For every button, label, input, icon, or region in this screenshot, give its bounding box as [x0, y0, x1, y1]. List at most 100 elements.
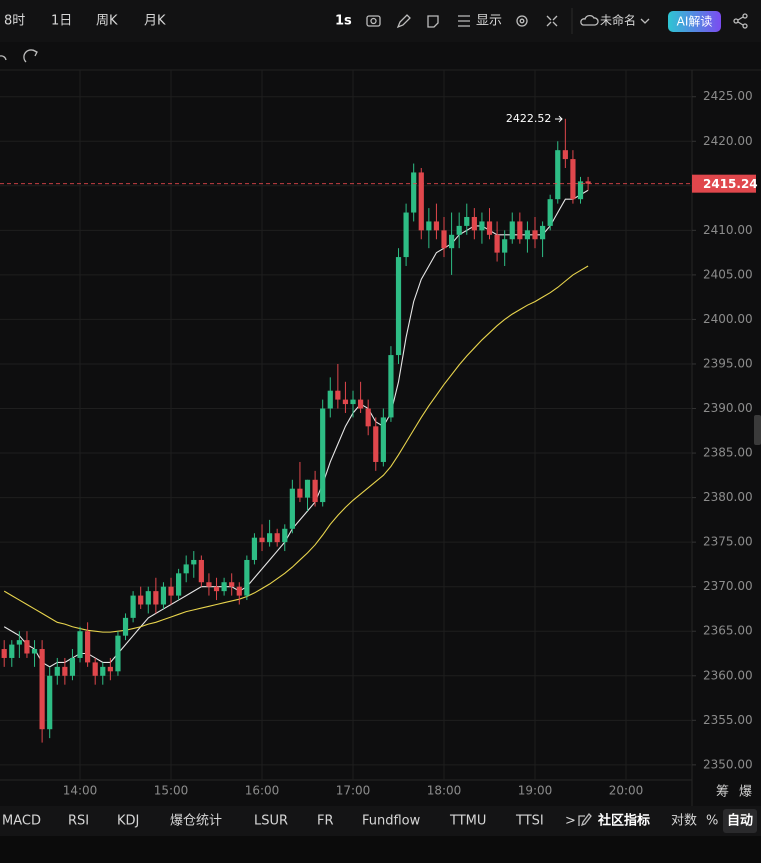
candle-body [122, 617, 129, 636]
candle-body [350, 399, 356, 405]
candle-body [342, 399, 349, 405]
candle-body [547, 199, 553, 226]
candle-body [312, 479, 318, 503]
indicator-button[interactable]: RSI [68, 814, 89, 829]
display-button[interactable]: 显示 [476, 14, 502, 29]
candle-body [145, 591, 151, 605]
candle-body [585, 181, 591, 184]
candle-body [577, 181, 584, 200]
y-tick-label: 2410.00 [703, 223, 753, 237]
shape-icon[interactable] [427, 15, 439, 28]
interval-button[interactable]: 8时 [4, 14, 25, 29]
x-tick-label: 19:00 [518, 784, 553, 798]
percent-toggle[interactable]: % [706, 814, 718, 829]
interval-button[interactable]: 1s [335, 14, 352, 29]
x-tick-label: 18:00 [427, 784, 462, 798]
y-tick-label: 2370.00 [703, 579, 753, 593]
candle-body [388, 355, 394, 418]
camera-icon[interactable] [366, 15, 381, 27]
candle-body [433, 221, 440, 231]
candle-body [191, 559, 197, 565]
candle-body [229, 582, 235, 587]
candle-body [138, 595, 144, 605]
candle-body [47, 675, 53, 730]
y-tick-label: 2425.00 [703, 89, 753, 103]
candle-body [54, 666, 60, 676]
candle-body [448, 234, 455, 249]
high-arrow [555, 115, 563, 123]
undo-icon[interactable] [0, 55, 7, 61]
y-tick-label: 2395.00 [703, 356, 753, 370]
interval-button[interactable]: 月K [144, 14, 166, 29]
candle-body [509, 221, 515, 240]
cloud-icon[interactable] [580, 14, 599, 26]
last-price-label: 2415.24 [703, 177, 758, 191]
y-tick-label: 2350.00 [703, 757, 753, 771]
candle-body [24, 640, 30, 654]
candle-body [380, 417, 386, 462]
high-label: 2422.52 [506, 112, 552, 125]
candle-body [282, 528, 288, 543]
candle-body [168, 586, 174, 596]
candle-body [479, 221, 485, 231]
candle-body [358, 399, 364, 409]
interval-button[interactable]: 周K [96, 14, 118, 29]
interval-button[interactable]: 1日 [51, 14, 72, 29]
candle-body [373, 426, 379, 462]
candle-body [213, 586, 220, 592]
indicator-button[interactable]: FR [317, 814, 334, 829]
candle-body [524, 230, 531, 240]
display-icon[interactable] [458, 15, 470, 27]
candle-body [244, 559, 250, 596]
y-tick-label: 2420.00 [703, 134, 753, 148]
y-tick-label: 2400.00 [703, 312, 753, 326]
candle-body [251, 537, 258, 560]
candle-body [62, 666, 68, 676]
y-tick-label: 2385.00 [703, 446, 753, 460]
chips-button[interactable]: 筹 [716, 784, 729, 800]
candle-body [69, 657, 76, 676]
candle-body [426, 221, 432, 231]
settings-icon[interactable] [516, 15, 528, 27]
indicator-bar [0, 806, 761, 836]
log-toggle[interactable]: 对数 [671, 814, 697, 829]
candle-body [320, 408, 326, 503]
indicator-button[interactable]: TTSI [515, 814, 544, 829]
liquidation-button[interactable]: 爆 [739, 785, 752, 800]
last-price-tag [692, 174, 756, 193]
edit-icon[interactable] [578, 813, 592, 827]
candle-body [289, 488, 295, 529]
candle-body [39, 649, 45, 730]
candle-body [411, 172, 417, 213]
ai-button[interactable] [668, 11, 721, 32]
indicator-button[interactable]: MACD [2, 814, 41, 829]
chevron-icon[interactable] [640, 18, 650, 24]
candle-body [183, 564, 189, 574]
auto-toggle-bg[interactable] [723, 809, 757, 833]
candle-body [494, 234, 500, 253]
candle-body [441, 230, 447, 249]
fullscreen-icon[interactable] [546, 15, 558, 27]
layout-name[interactable]: 未命名 [600, 13, 636, 28]
indicator-button[interactable]: 爆仓统计 [170, 814, 222, 829]
redo-icon[interactable] [23, 49, 38, 63]
candle-body [517, 221, 523, 240]
indicator-button[interactable]: Fundflow [362, 814, 421, 829]
pencil-icon[interactable] [396, 14, 411, 29]
auto-toggle[interactable]: 自动 [727, 813, 753, 829]
indicator-button[interactable]: LSUR [254, 814, 288, 829]
candle-body [115, 635, 121, 672]
more-button[interactable]: > [565, 814, 576, 829]
candle-body [31, 649, 38, 654]
candle-body [176, 573, 182, 596]
footer [0, 836, 761, 863]
community-indicators[interactable]: 社区指标 [597, 813, 650, 829]
candle-body [221, 582, 227, 592]
indicator-button[interactable]: KDJ [117, 814, 139, 829]
candle-body [562, 150, 568, 160]
panel-handle[interactable] [754, 415, 761, 445]
candle-body [153, 591, 159, 605]
indicator-button[interactable]: TTMU [449, 814, 486, 829]
share-icon[interactable] [733, 13, 748, 29]
